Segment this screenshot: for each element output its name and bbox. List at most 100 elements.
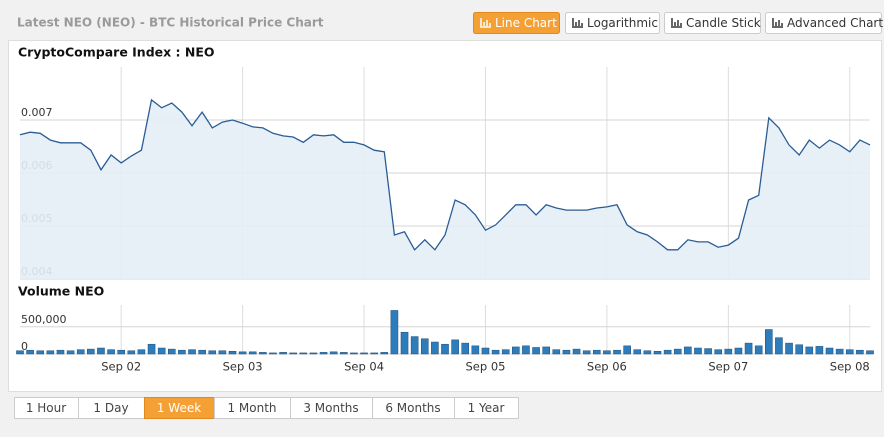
volume-bar [491,349,500,355]
chart-title: Volume NEO [18,284,104,299]
volume-bar [248,351,257,355]
volume-bar [512,346,520,355]
price-area [20,99,870,280]
volume-bar [623,345,631,355]
x-tick-label: Sep 04 [344,360,384,374]
volume-bar [46,350,55,355]
volume-bar [238,351,247,355]
volume-bar [97,347,105,355]
volume-bar [137,349,146,355]
button-icon [480,18,491,28]
range-label[interactable]: 3 Months [303,401,358,415]
volume-bar [684,346,692,355]
x-tick-label: Sep 06 [587,360,627,374]
volume-bar [451,339,459,355]
header-title: Latest NEO (NEO) - BTC Historical Price … [17,16,324,30]
volume-bar [87,348,95,355]
range-label[interactable]: 1 Month [227,401,276,415]
volume-bar [329,351,338,355]
volume-bar [309,352,318,355]
range-label[interactable]: 1 Day [93,401,128,415]
volume-bar [441,343,449,355]
volume-bar [663,349,672,355]
chart-type-label[interactable]: Candle Stick [686,16,761,30]
volume-bar [319,352,328,355]
volume-bar [461,342,470,355]
volume-bar [36,350,45,355]
volume-bar [765,329,773,355]
volume-bar [228,351,237,355]
volume-bar [522,345,530,355]
x-tick-label: Sep 03 [223,360,263,374]
x-tick-label: Sep 05 [465,360,505,374]
volume-bar [420,338,429,355]
volume-bar [785,342,793,355]
range-label[interactable]: 1 Year [468,401,505,415]
volume-bar [562,349,571,355]
volume-bar [734,347,743,355]
volume-bar [805,346,814,355]
chart-type-button[interactable] [473,12,560,34]
volume-bar [76,349,85,355]
volume-bar [714,349,723,355]
volume-bar [552,349,561,355]
volume-bar [643,350,652,355]
volume-bar [167,348,176,355]
range-label[interactable]: 1 Week [157,401,201,415]
range-label[interactable]: 1 Hour [26,401,66,415]
volume-bar [380,352,389,355]
chart-type-button[interactable] [664,12,761,34]
x-tick-label: Sep 08 [830,360,870,374]
x-tick-label: Sep 07 [708,360,748,374]
volume-bar [16,350,24,355]
volume-bar [56,349,65,355]
volume-bar [289,352,298,355]
volume-bar [400,331,409,355]
volume-bar [724,348,733,355]
volume-bar [845,349,854,355]
volume-bar [208,350,217,355]
volume-bar [410,336,419,355]
volume-bar [340,352,348,355]
volume-bar [856,349,864,355]
volume-bar [147,343,156,355]
volume-bar [613,349,621,355]
volume-bar [360,352,368,355]
chart-type-button[interactable] [765,12,882,34]
volume-bar [471,345,480,355]
volume-bar [592,349,601,355]
volume-bar [633,349,642,355]
volume-bar [835,348,844,355]
volume-bar [390,310,399,355]
volume-bar [653,351,662,355]
button-icon [572,18,583,28]
y-tick-label: 500,000 [21,313,67,326]
volume-bar [259,352,267,355]
button-icon [772,18,783,28]
volume-bar [299,352,308,355]
volume-bar [603,350,611,355]
volume-bar [775,337,783,355]
volume-bar [572,348,581,355]
chart-type-button[interactable] [565,12,660,34]
range-label[interactable]: 6 Months [385,401,440,415]
chart-title: CryptoCompare Index : NEO [18,45,215,60]
chart-type-label[interactable]: Logarithmic [587,16,658,30]
range-button[interactable] [454,397,519,419]
price-line [19,98,871,251]
volume-bar [269,352,277,355]
volume-bar [279,352,287,355]
volume-bar [188,349,196,355]
volume-bar [673,348,682,355]
x-tick-label: Sep 02 [101,360,141,374]
volume-bar [744,342,753,355]
chart-type-label[interactable]: Line Chart [495,16,557,30]
volume-bar [26,349,34,355]
volume-bar [532,347,540,355]
volume-bar [481,347,490,355]
volume-bar [178,349,186,355]
volume-bar [704,348,712,355]
chart-type-label[interactable]: Advanced Chart [787,16,883,30]
volume-bar [350,352,358,355]
